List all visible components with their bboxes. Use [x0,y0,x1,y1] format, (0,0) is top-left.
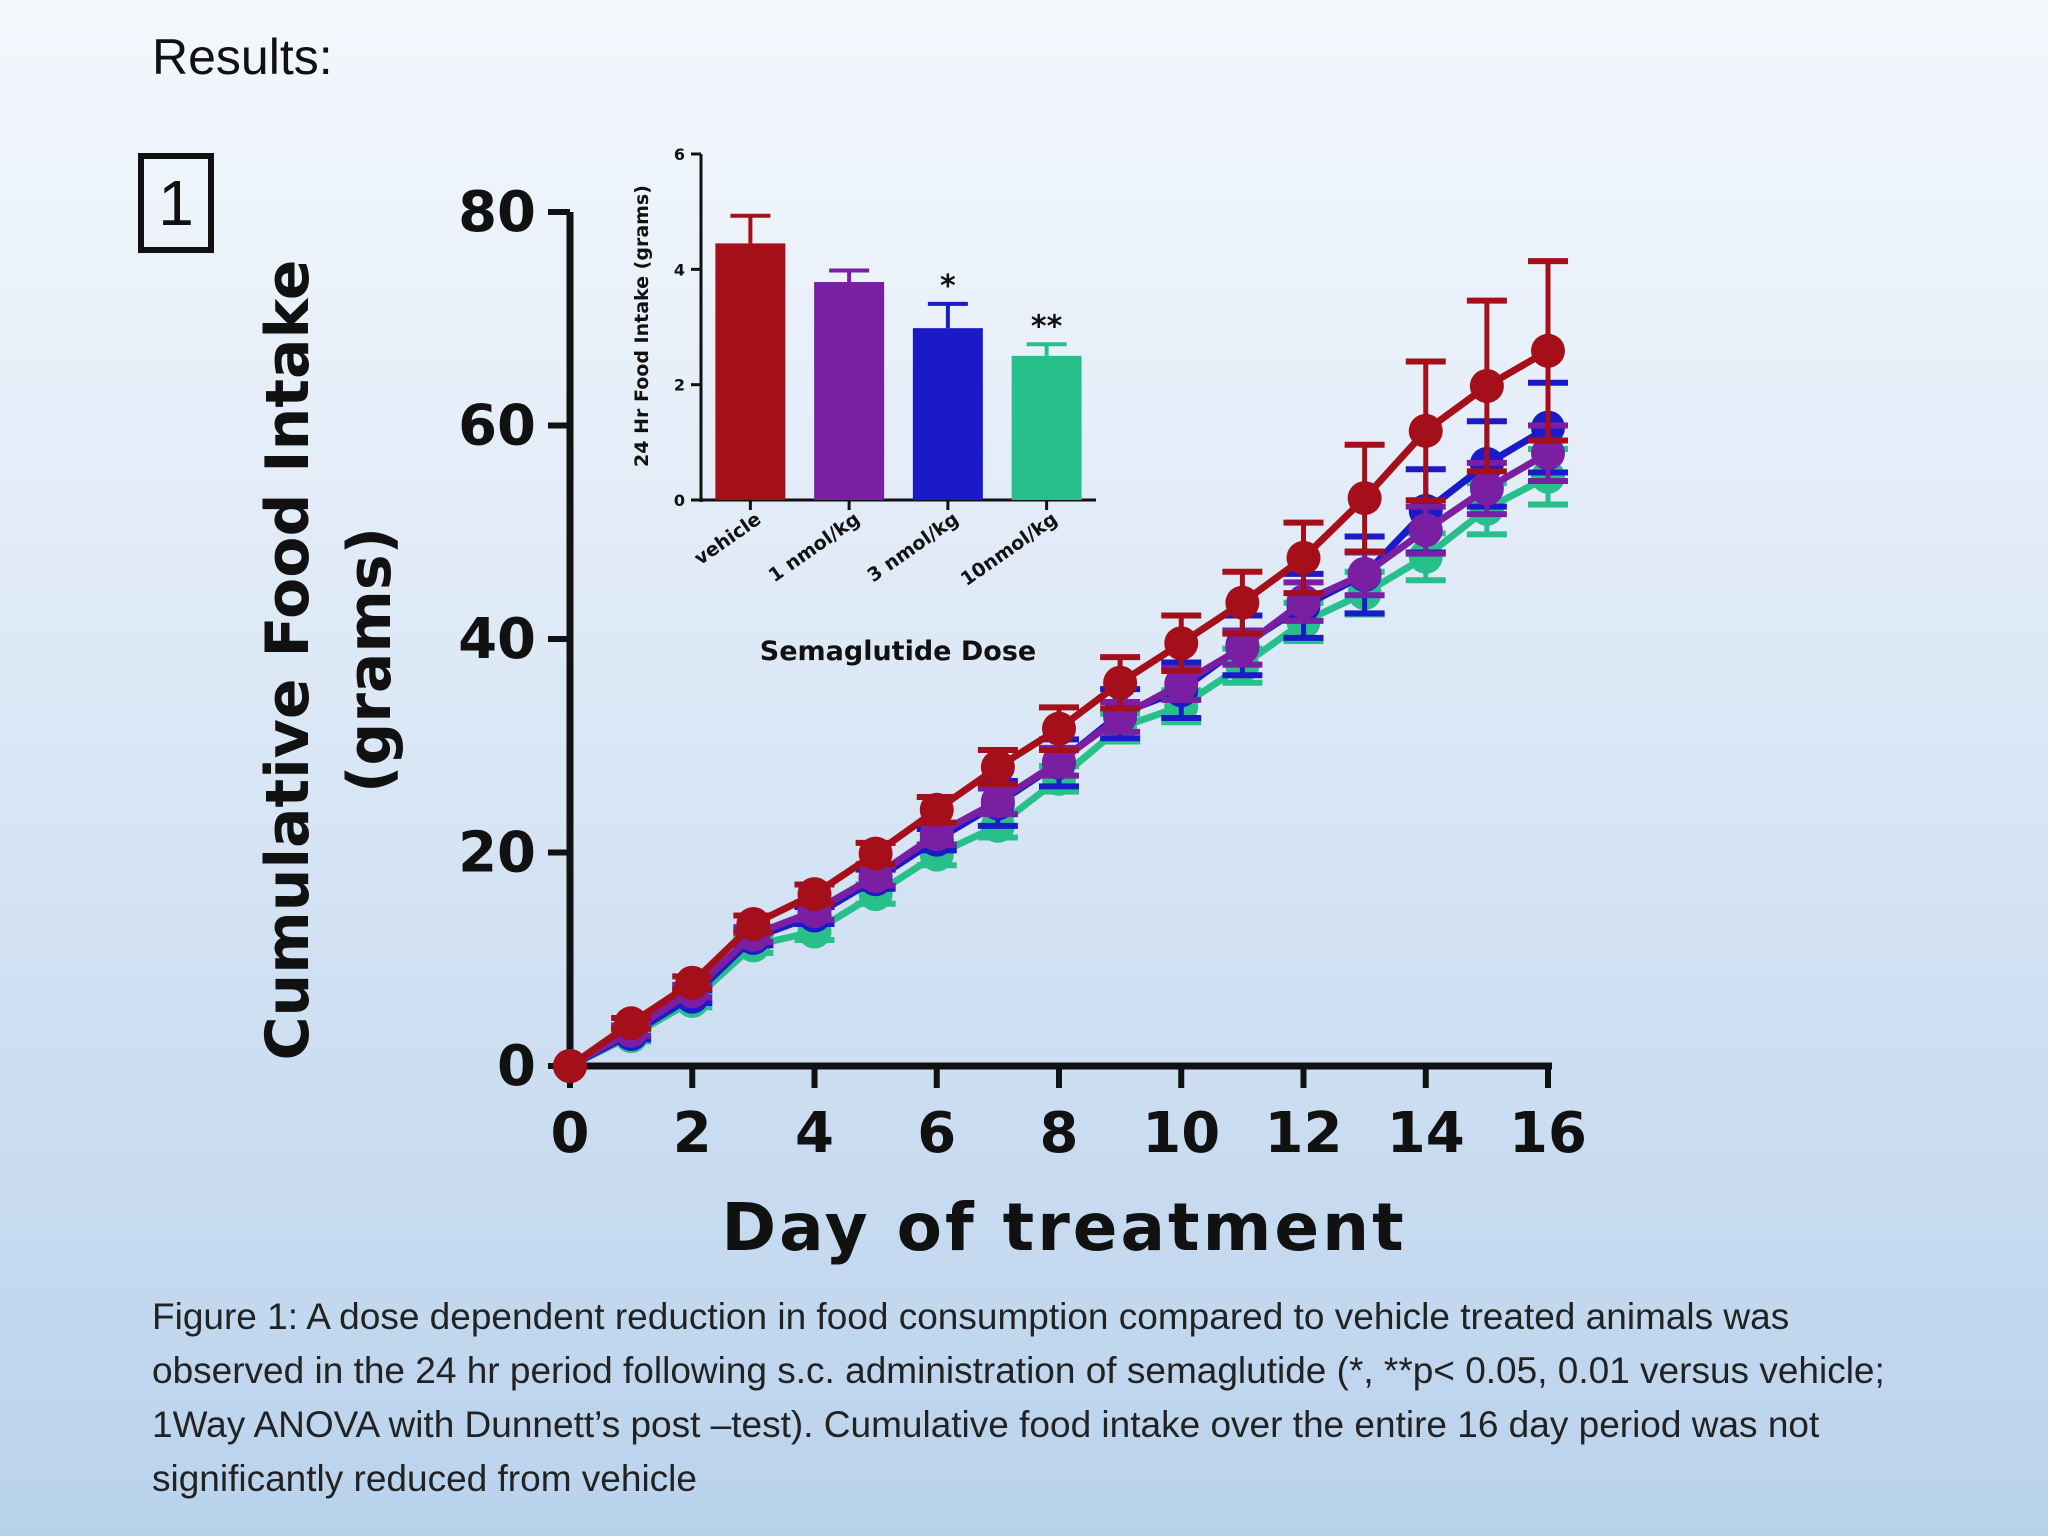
main-y-tick-label: 0 [497,1034,536,1099]
inset-bar [912,328,983,500]
main-x-tick-label: 6 [917,1101,956,1166]
main-x-tick-label: 0 [551,1101,590,1166]
inset-bar [715,243,786,500]
inset-x-axis-title: Semaglutide Dose [760,636,1036,667]
main-y-tick-label: 60 [458,394,536,459]
inset-bar [814,282,885,500]
data-point [1164,666,1199,701]
data-point [980,750,1015,785]
inset-x-tick-label: 10nmol/kg [957,508,1062,591]
inset-x-tick-label: 1 nmol/kg [765,508,864,587]
data-point [1347,556,1382,591]
data-point [980,784,1015,819]
inset-y-axis-title: 24 Hr Food Intake (grams) [631,185,653,467]
data-point [553,1049,587,1083]
data-point [1103,665,1138,700]
data-point [675,965,710,1000]
significance-marker: ** [1031,309,1063,344]
main-x-tick-label: 2 [673,1101,712,1166]
figure-caption: Figure 1: A dose dependent reduction in … [152,1296,1885,1499]
data-point [1286,540,1321,575]
series-4 [553,258,1568,1083]
inset-y-tick-label: 4 [674,260,685,279]
main-x-tick-label: 8 [1040,1101,1079,1166]
inset-bar-group: * [912,269,983,500]
main-x-tick-label: 4 [795,1101,834,1166]
inset-bar-group [814,268,885,500]
main-y-axis-title-line-1: Cumulative Food Intake [253,259,323,1060]
data-point [1469,369,1504,404]
main-x-tick-label: 12 [1265,1101,1343,1166]
inset-y-tick-label: 2 [674,376,685,395]
inset-bars: *** [715,213,1082,500]
main-x-tick-label: 14 [1387,1101,1465,1166]
inset-x-tick-label: vehicle [690,508,765,570]
data-point [1042,744,1076,779]
main-x-axis-title: Day of treatment [721,1189,1406,1266]
inset-y-tick-label: 0 [674,491,685,510]
data-point [919,817,954,852]
main-y-axis-title-line-2: (grams) [335,527,405,793]
main-y-axis-title: Cumulative Food Intake (grams) [253,259,405,1060]
slide-heading: Results: [152,29,333,85]
main-y-tick-label: 20 [458,821,536,886]
inset-x-tick-label: 3 nmol/kg [863,508,962,587]
data-point [1531,333,1565,368]
data-point [1042,711,1076,746]
data-point [614,1006,649,1041]
data-point [1225,630,1260,665]
main-series [553,258,1568,1083]
inset-bar-group [715,213,786,500]
data-point [919,792,954,827]
data-point [1225,585,1260,620]
panel-label: 1 [138,153,214,253]
main-x-tick-label: 16 [1509,1101,1587,1166]
data-point [1408,539,1443,574]
data-point [1408,513,1443,548]
inset-y-tick-label: 6 [674,145,685,164]
inset-bar [1011,355,1082,500]
data-point [1164,626,1199,661]
data-point [1469,471,1504,506]
data-point [858,836,893,871]
data-point [1408,413,1443,448]
data-point [1531,436,1565,471]
main-x-tick-label: 10 [1142,1101,1220,1166]
data-point [797,877,832,912]
data-point [1347,481,1382,516]
main-y-tick-label: 80 [458,180,536,245]
significance-marker: * [940,269,956,304]
main-y-tick-label: 40 [458,607,536,672]
data-point [736,907,771,942]
inset-bar-group: ** [1011,309,1082,500]
